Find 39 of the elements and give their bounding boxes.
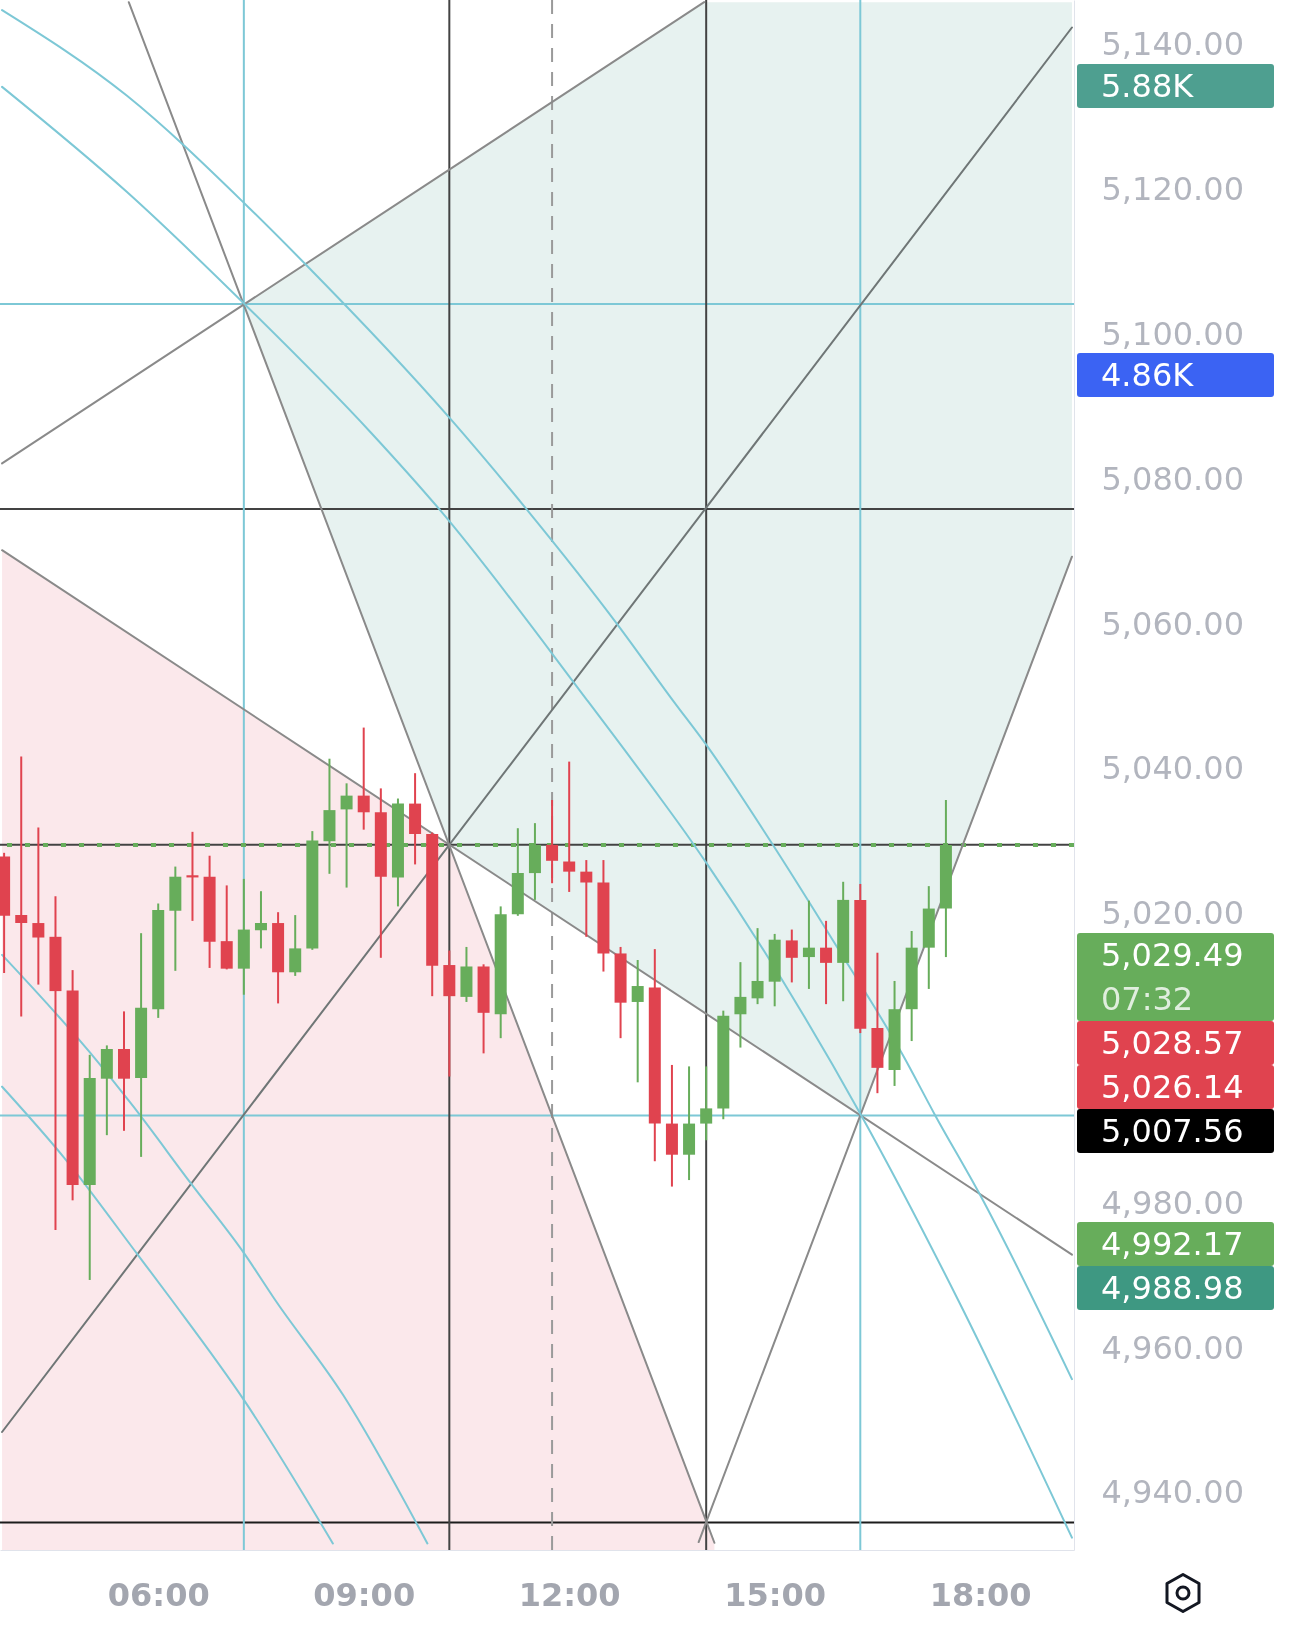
candlestick: [700, 1065, 713, 1142]
candlestick: [357, 726, 370, 831]
candlestick: [631, 958, 644, 1084]
candlestick: [802, 899, 815, 990]
y-tick-label: 5,040.00: [1101, 749, 1244, 788]
y-tick-label: 5,120.00: [1101, 170, 1244, 209]
text: 4.86K: [1101, 356, 1194, 395]
y-tick-label: 5,100.00: [1101, 314, 1244, 353]
text: 5,007.56: [1101, 1111, 1244, 1150]
y-tick-label: 5,020.00: [1101, 894, 1244, 933]
candlestick: [563, 760, 576, 893]
candlestick: [186, 830, 199, 922]
y-tick-label: 5,140.00: [1101, 25, 1244, 64]
candlestick: [580, 859, 593, 938]
candlestick: [32, 826, 45, 986]
y-tick-label: 5,080.00: [1101, 459, 1244, 498]
text: 4,992.17: [1101, 1225, 1244, 1264]
text: 5,026.14: [1101, 1067, 1244, 1106]
candlestick: [254, 890, 267, 950]
ref-line-label: 5,029.49 07:32: [1101, 935, 1244, 1018]
candlestick: [15, 755, 28, 1018]
candlestick: [546, 798, 559, 885]
x-tick-label: 12:00: [518, 1575, 621, 1614]
x-tick-label: 09:00: [313, 1575, 416, 1614]
candlestick: [734, 961, 747, 1049]
y-tick-label: 4,940.00: [1101, 1473, 1244, 1512]
x-tick-label: 18:00: [929, 1575, 1032, 1614]
y-tick-label: 4,980.00: [1101, 1183, 1244, 1222]
candlestick: [820, 919, 833, 1006]
text: 5.88K: [1101, 66, 1194, 105]
y-tick-label: 5,060.00: [1101, 604, 1244, 643]
candlestick: [289, 914, 302, 977]
x-tick-label: 06:00: [107, 1575, 210, 1614]
text: 5,028.57: [1101, 1023, 1244, 1062]
text: 4,988.98: [1101, 1269, 1244, 1308]
x-tick-label: 15:00: [724, 1575, 827, 1614]
candlestick: [785, 928, 798, 984]
candlestick: [751, 927, 764, 1006]
y-tick-label: 4,960.00: [1101, 1328, 1244, 1367]
